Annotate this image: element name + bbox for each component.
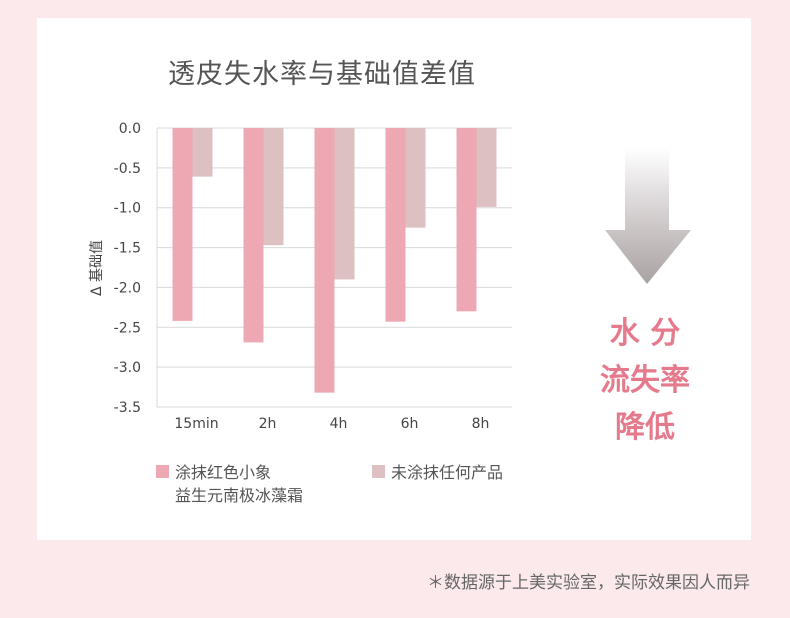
slogan-line-2: 流失率 [600,363,690,398]
legend-swatch-treated [156,465,169,478]
y-tick-label: -2.0 [114,280,141,296]
x-tick-label: 8h [472,416,490,432]
legend-label-untreated: 未涂抹任何产品 [391,463,504,482]
bar-untreated-2h [263,128,284,246]
legend-label-treated-line1: 涂抹红色小象 [175,463,272,482]
y-tick-label: -2.5 [114,320,141,336]
x-tick-label: 4h [330,416,348,432]
legend-item-treated: 涂抹红色小象 益生元南极冰藻霜 [156,461,303,507]
y-tick-label: -0.5 [114,161,141,177]
bars [172,128,497,393]
bar-untreated-4h [334,128,355,280]
x-tick-label: 6h [401,416,419,432]
down-arrow-icon [605,148,691,284]
y-tick-label: -1.0 [114,201,141,217]
y-tick-label: -3.5 [114,400,141,416]
bar-treated-2h [243,128,264,343]
bar-treated-6h [385,128,406,322]
legend-label-treated-line2: 益生元南极冰藻霜 [175,486,304,505]
tick-labels: 0.0 -0.5 -1.0 -1.5 -2.0 -2.5 -3.0 -3.5 15min 2h 4h… [114,121,490,432]
y-tick-label: -1.5 [114,241,141,257]
legend-item-untreated: 未涂抹任何产品 [372,461,503,484]
bar-treated-4h [314,128,335,393]
slogan-line-1: 水 分 [609,316,681,351]
x-tick-label: 15min [174,416,218,432]
bar-treated-8h [456,128,477,312]
bar-untreated-8h [476,128,497,207]
legend-swatch-untreated [372,465,385,478]
y-tick-label: -3.0 [114,360,141,376]
y-tick-label: 0.0 [119,121,141,137]
slogan-line-3: 降低 [615,410,675,445]
footnote: ＊数据源于上美实验室，实际效果因人而异 [427,573,750,593]
slogan: 水 分 流失率 降低 [580,310,710,451]
y-axis-label: Δ 基础值 [88,240,105,296]
bar-untreated-15min [192,128,213,177]
bar-treated-15min [172,128,193,321]
legend-label-treated: 涂抹红色小象 益生元南极冰藻霜 [175,461,303,507]
chart-title: 透皮失水率与基础值差值 [168,59,476,90]
bar-untreated-6h [405,128,426,228]
x-tick-label: 2h [259,416,277,432]
